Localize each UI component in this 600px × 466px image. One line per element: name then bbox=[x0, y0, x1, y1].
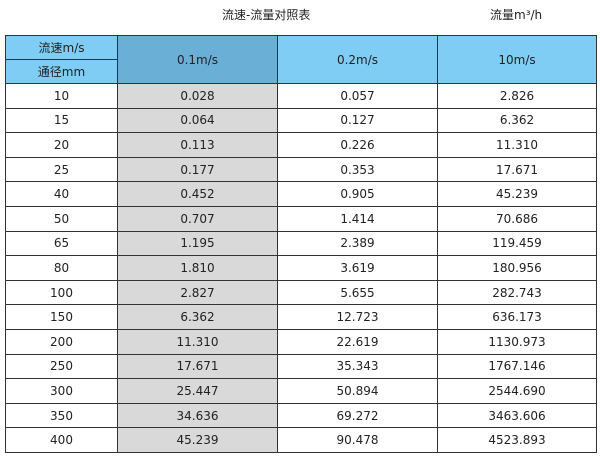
flow-cell: 70.686 bbox=[437, 205, 597, 232]
table-row: 250 17.671 35.343 1767.146 bbox=[5, 353, 597, 380]
flow-cell: 11.310 bbox=[117, 328, 278, 355]
table-row: 40 0.452 0.905 45.239 bbox=[5, 181, 597, 207]
flow-cell: 0.226 bbox=[277, 132, 438, 158]
flow-cell: 6.362 bbox=[437, 107, 597, 134]
diameter-cell: 200 bbox=[5, 328, 118, 355]
flow-cell: 1130.973 bbox=[437, 328, 597, 355]
diameter-cell: 65 bbox=[5, 230, 118, 257]
diameter-cell: 100 bbox=[5, 279, 118, 306]
flow-cell: 2.826 bbox=[437, 83, 597, 109]
unit-label: 流量m³/h bbox=[490, 8, 543, 22]
diameter-cell: 80 bbox=[5, 255, 118, 281]
table-row: 100 2.827 5.655 282.743 bbox=[5, 279, 597, 306]
flow-cell: 2544.690 bbox=[437, 378, 597, 404]
table-row: 20 0.113 0.226 11.310 bbox=[5, 132, 597, 158]
table-row: 10 0.028 0.057 2.826 bbox=[5, 83, 597, 109]
flow-cell: 1.195 bbox=[117, 230, 278, 257]
column-header-0.1: 0.1m/s bbox=[117, 35, 278, 84]
flow-table: 流速m/s 0.1m/s 0.2m/s 10m/s 通径mm 10 0.028 0.… bbox=[5, 35, 597, 453]
velocity-header: 流速m/s bbox=[5, 35, 118, 60]
flow-cell: 17.671 bbox=[117, 353, 278, 380]
table-row: 400 45.239 90.478 4523.893 bbox=[5, 427, 597, 453]
flow-cell: 0.113 bbox=[117, 132, 278, 158]
table-row: 80 1.810 3.619 180.956 bbox=[5, 255, 597, 281]
flow-cell: 0.127 bbox=[277, 107, 438, 134]
diameter-cell: 50 bbox=[5, 205, 118, 232]
diameter-cell: 250 bbox=[5, 353, 118, 380]
diameter-cell: 10 bbox=[5, 83, 118, 109]
flow-cell: 69.272 bbox=[277, 402, 438, 429]
flow-cell: 0.028 bbox=[117, 83, 278, 109]
table-row: 350 34.636 69.272 3463.606 bbox=[5, 402, 597, 429]
flow-cell: 35.343 bbox=[277, 353, 438, 380]
flow-cell: 25.447 bbox=[117, 378, 278, 404]
flow-cell: 5.655 bbox=[277, 279, 438, 306]
table-row: 25 0.177 0.353 17.671 bbox=[5, 156, 597, 183]
diameter-cell: 350 bbox=[5, 402, 118, 429]
flow-cell: 0.064 bbox=[117, 107, 278, 134]
column-header-10: 10m/s bbox=[437, 35, 597, 84]
flow-cell: 0.353 bbox=[277, 156, 438, 183]
flow-cell: 50.894 bbox=[277, 378, 438, 404]
flow-cell: 1767.146 bbox=[437, 353, 597, 380]
column-header-0.2: 0.2m/s bbox=[277, 35, 438, 84]
flow-cell: 0.905 bbox=[277, 181, 438, 207]
flow-cell: 22.619 bbox=[277, 328, 438, 355]
flow-cell: 90.478 bbox=[277, 427, 438, 453]
flow-cell: 180.956 bbox=[437, 255, 597, 281]
diameter-cell: 20 bbox=[5, 132, 118, 158]
diameter-cell: 300 bbox=[5, 378, 118, 404]
flow-cell: 3463.606 bbox=[437, 402, 597, 429]
flow-cell: 0.177 bbox=[117, 156, 278, 183]
flow-cell: 119.459 bbox=[437, 230, 597, 257]
flow-cell: 11.310 bbox=[437, 132, 597, 158]
flow-cell: 45.239 bbox=[117, 427, 278, 453]
table-row: 300 25.447 50.894 2544.690 bbox=[5, 378, 597, 404]
diameter-header: 通径mm bbox=[5, 59, 118, 84]
flow-cell: 4523.893 bbox=[437, 427, 597, 453]
diameter-cell: 25 bbox=[5, 156, 118, 183]
flow-cell: 6.362 bbox=[117, 304, 278, 330]
table-row: 15 0.064 0.127 6.362 bbox=[5, 107, 597, 134]
diameter-cell: 40 bbox=[5, 181, 118, 207]
flow-cell: 0.707 bbox=[117, 205, 278, 232]
diameter-cell: 150 bbox=[5, 304, 118, 330]
table-row: 65 1.195 2.389 119.459 bbox=[5, 230, 597, 257]
table-title: 流速-流量对照表 bbox=[222, 8, 311, 22]
table-row: 150 6.362 12.723 636.173 bbox=[5, 304, 597, 330]
flow-cell: 2.827 bbox=[117, 279, 278, 306]
flow-cell: 0.452 bbox=[117, 181, 278, 207]
flow-cell: 636.173 bbox=[437, 304, 597, 330]
flow-cell: 1.810 bbox=[117, 255, 278, 281]
flow-cell: 17.671 bbox=[437, 156, 597, 183]
flow-cell: 45.239 bbox=[437, 181, 597, 207]
diameter-cell: 15 bbox=[5, 107, 118, 134]
flow-cell: 34.636 bbox=[117, 402, 278, 429]
flow-cell: 0.057 bbox=[277, 83, 438, 109]
flow-cell: 3.619 bbox=[277, 255, 438, 281]
flow-cell: 1.414 bbox=[277, 205, 438, 232]
flow-cell: 2.389 bbox=[277, 230, 438, 257]
diameter-cell: 400 bbox=[5, 427, 118, 453]
flow-cell: 12.723 bbox=[277, 304, 438, 330]
flow-cell: 282.743 bbox=[437, 279, 597, 306]
table-row: 200 11.310 22.619 1130.973 bbox=[5, 328, 597, 355]
table-row: 50 0.707 1.414 70.686 bbox=[5, 205, 597, 232]
